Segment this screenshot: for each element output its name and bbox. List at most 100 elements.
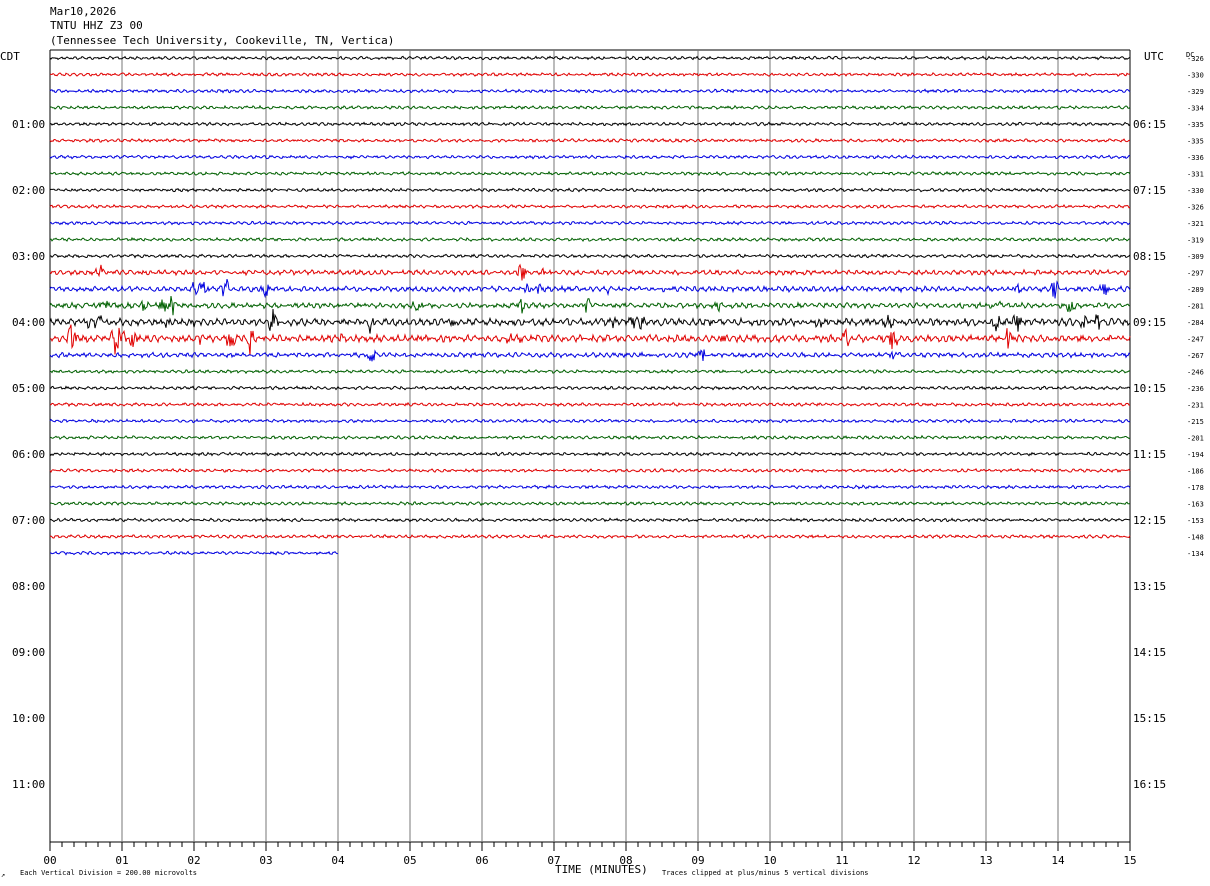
x-tick-label: 06	[475, 854, 488, 867]
x-tick-label: 02	[187, 854, 200, 867]
seismic-trace	[49, 263, 1131, 281]
seismic-trace	[49, 349, 1131, 362]
seismic-trace	[49, 253, 1131, 259]
dc-offset-label: -247	[1187, 336, 1204, 344]
seismic-trace	[49, 71, 1130, 78]
seismic-trace	[49, 308, 1131, 334]
dc-offset-label: -215	[1187, 418, 1204, 426]
right-hour-label: 12:15	[1133, 514, 1166, 527]
dc-offset-label: -329	[1187, 88, 1204, 96]
left-hour-label: 08:00	[12, 580, 45, 593]
x-tick-label: 04	[331, 854, 345, 867]
seismic-trace	[49, 434, 1131, 441]
dc-offset-label: -186	[1187, 468, 1204, 476]
seismic-trace	[49, 500, 1131, 507]
seismic-trace	[49, 324, 1131, 356]
left-hour-label: 04:00	[12, 316, 45, 329]
left-hour-label: 02:00	[12, 184, 45, 197]
dc-offset-label: -326	[1187, 55, 1204, 63]
x-tick-label: 03	[259, 854, 272, 867]
right-hour-label: 16:15	[1133, 778, 1166, 791]
seismic-trace	[49, 385, 1131, 391]
seismic-trace	[49, 104, 1131, 111]
x-tick-label: 01	[115, 854, 128, 867]
seismic-trace	[50, 550, 338, 556]
dc-offset-label: -148	[1187, 534, 1204, 542]
dc-offset-label: -321	[1187, 220, 1204, 228]
dc-offset-label: -246	[1187, 369, 1204, 377]
dc-offset-label: -153	[1187, 517, 1204, 525]
left-hour-label: 09:00	[12, 646, 45, 659]
left-hour-label: 11:00	[12, 778, 45, 791]
seismic-trace	[49, 418, 1131, 424]
seismic-trace	[49, 154, 1131, 160]
dc-offset-label: -319	[1187, 237, 1204, 245]
seismic-trace	[49, 220, 1131, 226]
x-tick-label: 13	[979, 854, 992, 867]
x-tick-label: 14	[1051, 854, 1065, 867]
dc-offset-label: -134	[1187, 550, 1204, 558]
right-hour-label: 07:15	[1133, 184, 1166, 197]
seismic-trace	[49, 88, 1131, 94]
x-tick-label: 15	[1123, 854, 1136, 867]
right-hour-label: 14:15	[1133, 646, 1166, 659]
dc-offset-label: -289	[1187, 286, 1204, 294]
x-tick-label: 00	[43, 854, 56, 867]
dc-offset-label: -163	[1187, 501, 1204, 509]
dc-offset-label: -326	[1187, 204, 1204, 212]
dc-offset-label: -330	[1187, 72, 1204, 80]
station-location: (Tennessee Tech University, Cookeville, …	[50, 34, 395, 47]
seismic-trace	[49, 467, 1131, 474]
x-tick-label: 11	[835, 854, 848, 867]
seismic-trace	[49, 236, 1131, 243]
dc-offset-label: -284	[1187, 319, 1204, 327]
seismic-trace	[49, 534, 1131, 540]
right-hour-label: 10:15	[1133, 382, 1166, 395]
left-hour-label: 06:00	[12, 448, 45, 461]
x-tick-label: 05	[403, 854, 416, 867]
left-hour-label: 05:00	[12, 382, 45, 395]
plot-date: Mar10,2026	[50, 5, 117, 18]
station-code: TNTU HHZ Z3 00	[50, 19, 143, 32]
time-grid	[49, 49, 1131, 851]
seismic-trace	[49, 451, 1131, 457]
left-hour-label: 03:00	[12, 250, 45, 263]
right-hour-label: 13:15	[1133, 580, 1166, 593]
axis-labels: CDT UTC DC TIME (MINUTES) Each Vertical …	[0, 50, 1204, 879]
dc-header: DC	[1186, 51, 1194, 59]
dc-offset-label: -194	[1187, 451, 1204, 459]
dc-offset-label: -281	[1187, 303, 1204, 311]
x-tick-label: 09	[691, 854, 704, 867]
seismic-trace	[49, 484, 1131, 490]
right-hour-label: 06:15	[1133, 118, 1166, 131]
dc-offset-label: -236	[1187, 385, 1204, 393]
left-hour-label: 07:00	[12, 514, 45, 527]
dc-offset-label: -231	[1187, 402, 1204, 410]
seismic-trace	[49, 369, 1131, 375]
x-tick-label: 07	[547, 854, 560, 867]
scale-note: Each Vertical Division = 200.00 microvol…	[20, 869, 197, 877]
left-timezone-label: CDT	[0, 50, 20, 63]
dc-offset-label: -297	[1187, 270, 1204, 278]
dc-offset-label: -331	[1187, 171, 1204, 179]
right-hour-label: 08:15	[1133, 250, 1166, 263]
clip-note: Traces clipped at plus/minus 5 vertical …	[662, 869, 869, 877]
dc-offset-label: -178	[1187, 484, 1204, 492]
x-tick-label: 10	[763, 854, 776, 867]
seismic-trace	[49, 401, 1131, 408]
seismic-trace	[49, 121, 1131, 127]
right-hour-label: 09:15	[1133, 316, 1166, 329]
seismic-trace	[49, 187, 1131, 193]
seismic-traces	[49, 55, 1131, 556]
x-tick-label: 12	[907, 854, 920, 867]
seismic-trace	[49, 517, 1131, 523]
left-hour-label: 01:00	[12, 118, 45, 131]
dc-offset-label: -330	[1187, 187, 1204, 195]
dc-offset-label: -335	[1187, 138, 1204, 146]
seismic-trace	[49, 204, 1131, 210]
right-timezone-label: UTC	[1144, 50, 1164, 63]
dc-offset-label: -267	[1187, 352, 1204, 360]
dc-offset-label: -309	[1187, 253, 1204, 261]
seismic-trace	[49, 170, 1131, 177]
